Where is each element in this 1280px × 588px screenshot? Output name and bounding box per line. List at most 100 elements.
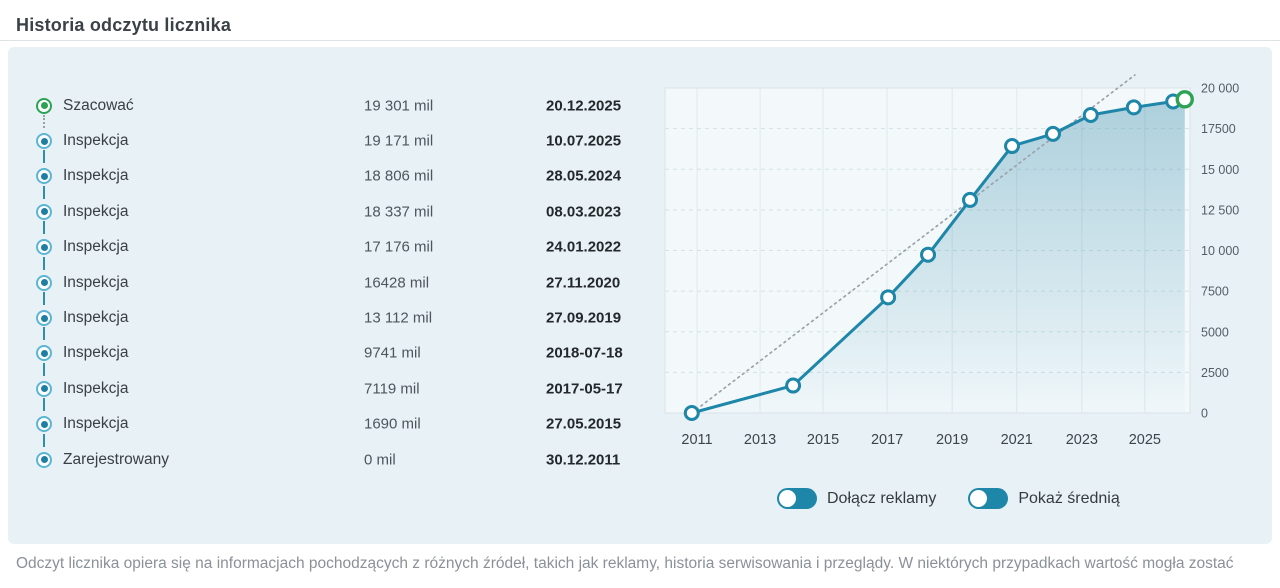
- switch-knob: [970, 490, 988, 507]
- data-point: [1044, 125, 1061, 142]
- switch-knob: [779, 490, 796, 507]
- x-axis-tick-label: 2025: [1129, 432, 1161, 448]
- inspection-status-icon: [36, 239, 52, 256]
- y-axis-tick-label: 2500: [1201, 366, 1229, 380]
- timeline-connector: [43, 221, 45, 235]
- timeline-row: Inspekcja 17 176 mil 24.01.2022: [28, 230, 658, 270]
- timeline-connector: [43, 256, 45, 270]
- data-point: [880, 289, 897, 306]
- timeline-entry-value: 17 176 mil: [364, 238, 434, 256]
- timeline-entry-date: 20.12.2025: [546, 97, 622, 115]
- timeline-row: Inspekcja 13 112 mil 27.09.2019: [28, 300, 658, 341]
- timeline-entry-date: 2018-07-18: [546, 344, 623, 362]
- timeline-entry-date: 08.03.2023: [546, 203, 622, 221]
- x-axis-tick-label: 2019: [936, 432, 968, 448]
- y-axis-tick-label: 7500: [1201, 285, 1229, 299]
- inspection-status-icon: [36, 133, 52, 150]
- timeline-row: Inspekcja 7119 mil 2017-05-17: [28, 371, 658, 412]
- estimate-status-icon: [36, 97, 52, 114]
- timeline-entry-label: Inspekcja: [63, 344, 129, 362]
- timeline-entry-value: 13 112 mil: [364, 309, 433, 327]
- timeline-entry-label: Inspekcja: [63, 202, 129, 220]
- timeline-entry-label: Inspekcja: [63, 415, 129, 433]
- timeline-entry-value: 1690 mil: [364, 415, 421, 433]
- show-average-label: Pokaż średnią: [1018, 489, 1120, 507]
- odometer-history-chart: 2011 2013 2015 2017 2019 2021 2023 2025 0 2500 500…: [664, 74, 1239, 448]
- include-ads-switch[interactable]: [777, 488, 817, 509]
- timeline-entry-label: Szacować: [63, 96, 134, 114]
- estimate-data-point: [1175, 90, 1194, 109]
- timeline-entry-value: 0 mil: [364, 451, 396, 469]
- timeline-entry-label: Inspekcja: [63, 273, 129, 291]
- odometer-history-card: Szacować 19 301 mil 20.12.2025 Inspekcja 19 …: [8, 47, 1272, 544]
- timeline-row: Inspekcja 18 337 mil 08.03.2023: [28, 194, 658, 235]
- title-divider: [0, 40, 1280, 41]
- x-axis-tick-label: 2017: [871, 432, 903, 448]
- timeline-entry-value: 7119 mil: [364, 380, 420, 398]
- data-point: [920, 246, 937, 263]
- data-point: [683, 405, 700, 421]
- y-axis-tick-label: 12 500: [1201, 203, 1239, 217]
- x-axis-tick-label: 2011: [681, 432, 712, 448]
- timeline-row: Szacować 19 301 mil 20.12.2025: [28, 88, 658, 128]
- timeline-entry-label: Inspekcja: [63, 238, 129, 256]
- x-axis-tick-label: 2023: [1066, 432, 1098, 448]
- odometer-timeline-list: Szacować 19 301 mil 20.12.2025 Inspekcja 19 …: [28, 88, 658, 477]
- timeline-entry-label: Zarejestrowany: [63, 450, 169, 468]
- data-point: [1082, 107, 1099, 124]
- y-axis-tick-label: 10 000: [1201, 244, 1239, 258]
- timeline-connector: [43, 398, 45, 412]
- timeline-row: Inspekcja 1690 mil 27.05.2015: [28, 407, 658, 447]
- timeline-connector: [43, 291, 45, 305]
- inspection-status-icon: [36, 203, 52, 220]
- y-axis-tick-label: 15 000: [1201, 163, 1239, 177]
- y-axis-tick-label: 5000: [1201, 325, 1229, 339]
- data-point: [785, 377, 802, 394]
- timeline-entry-date: 27.09.2019: [546, 309, 622, 327]
- timeline-entry-date: 30.12.2011: [546, 451, 621, 469]
- y-axis-tick-label: 17500: [1201, 122, 1236, 136]
- include-ads-label: Dołącz reklamy: [827, 489, 937, 507]
- timeline-entry-date: 2017-05-17: [546, 380, 623, 398]
- inspection-status-icon: [36, 168, 52, 185]
- y-axis-tick-label: 20 000: [1201, 82, 1239, 96]
- toggle-include-ads[interactable]: Dołącz reklamy: [777, 488, 936, 509]
- timeline-entry-label: Inspekcja: [63, 167, 129, 185]
- timeline-connector: [43, 327, 45, 341]
- x-axis-tick-label: 2015: [807, 432, 839, 448]
- timeline-entry-label: Inspekcja: [63, 309, 129, 327]
- timeline-row: Inspekcja 16428 mil 27.11.2020: [28, 265, 658, 305]
- inspection-status-icon: [36, 416, 52, 433]
- timeline-connector: [43, 185, 45, 199]
- timeline-entry-date: 10.07.2025: [546, 132, 622, 150]
- registered-status-icon: [36, 451, 52, 468]
- timeline-connector: [43, 150, 45, 164]
- inspection-status-icon: [36, 345, 52, 362]
- timeline-connector: [43, 362, 45, 376]
- data-point: [1125, 99, 1142, 116]
- timeline-entry-date: 27.05.2015: [546, 415, 622, 433]
- timeline-entry-label: Inspekcja: [63, 132, 129, 150]
- timeline-entry-date: 24.01.2022: [546, 238, 622, 256]
- timeline-entry-date: 27.11.2020: [546, 274, 621, 292]
- timeline-entry-value: 19 171 mil: [364, 132, 434, 150]
- area-fill: [691, 99, 1185, 413]
- timeline-connector: [43, 433, 45, 447]
- toggle-show-average[interactable]: Pokaż średnią: [968, 488, 1120, 509]
- timeline-entry-date: 28.05.2024: [546, 167, 622, 185]
- timeline-row: Inspekcja 19 171 mil 10.07.2025: [28, 123, 658, 164]
- x-axis-tick-label: 2021: [1001, 432, 1033, 448]
- timeline-row: Inspekcja 9741 mil 2018-07-18: [28, 336, 658, 376]
- timeline-entry-value: 16428 mil: [364, 274, 430, 292]
- inspection-status-icon: [36, 274, 52, 291]
- timeline-connector: [43, 115, 45, 128]
- timeline-entry-value: 9741 mil: [364, 344, 421, 362]
- timeline-row: Inspekcja 18 806 mil 28.05.2024: [28, 159, 658, 199]
- inspection-status-icon: [36, 380, 52, 397]
- timeline-entry-value: 18 337 mil: [364, 203, 434, 221]
- data-point: [1004, 138, 1021, 155]
- page-title: Historia odczytu licznika: [16, 15, 232, 35]
- timeline-row: Zarejestrowany 0 mil 30.12.2011: [28, 442, 658, 477]
- show-average-switch[interactable]: [968, 488, 1009, 509]
